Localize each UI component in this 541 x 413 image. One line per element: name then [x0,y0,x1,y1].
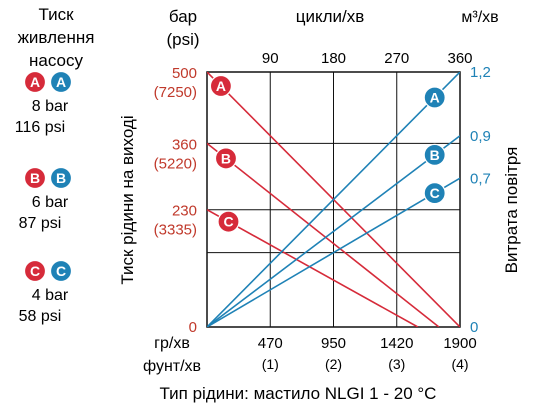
air-marker-c: C [423,182,446,205]
pressure-line-b [207,142,440,327]
air-line-c [207,177,460,327]
air-line-b [207,135,460,327]
legend-badge-blue-c: C [49,259,73,283]
right-tick-label: 0,7 [470,170,491,187]
bottom-tick-sublabel: (2) [325,356,342,372]
left-tick-label: 500 [172,65,197,82]
pressure-marker-b: B [214,147,238,170]
top-tick-label: 360 [447,50,472,67]
legend-title-line-1: Тиск [38,5,74,24]
bottom-tick-label: 1900 [443,335,476,352]
legend-badge-blue-b: B [49,166,73,190]
plot-frame [206,71,461,328]
legend-psi-value: 87 psi [19,215,62,232]
legend-badge-red-b-letter: B [30,170,40,186]
bottom-tick-sublabel: (3) [388,356,405,372]
legend-badge-blue-c-letter: C [56,263,66,279]
air-marker-b: B [423,143,446,166]
legend-badge-blue-a-letter: A [56,74,66,90]
left-tick-label: 360 [172,136,197,153]
left-tick-label: 230 [172,203,197,220]
right-tick-label: 0 [470,319,478,336]
bottom-tick-label: 470 [258,335,283,352]
legend-bar-value: 6 bar [32,194,69,211]
bottom-tick-sublabel: (4) [451,356,468,372]
air-line-a [207,72,460,327]
bottom-tick-label: 950 [321,335,346,352]
left-tick-sublabel: (7250) [154,84,197,101]
pressure-marker-b-letter: B [221,150,231,166]
pressure-line-c [207,209,419,327]
bottom-tick-label: 1420 [380,335,413,352]
legend-badge-red-b: B [23,166,47,190]
left-axis-unit-1: бар [169,7,197,26]
left-tick-sublabel: (5220) [154,155,197,172]
legend-badge-red-a: A [23,70,47,94]
legend-psi-value: 116 psi [15,119,65,136]
legend-badge-red-a-letter: A [30,74,40,90]
air-marker-c-letter: C [430,185,440,201]
legend-bar-value: 8 bar [32,98,69,115]
air-marker-a-letter: A [430,90,440,106]
pressure-marker-a: A [209,74,233,98]
pressure-marker-c-letter: C [223,214,233,230]
right-axis-label: Витрата повітря [502,147,521,274]
right-axis-unit: м³/хв [461,9,498,26]
legend-title-line-3: насосу [29,51,83,70]
legend-badge-red-c-letter: C [30,263,40,279]
top-tick-label: 180 [321,50,346,67]
left-tick-label: 0 [189,319,197,336]
top-tick-label: 270 [384,50,409,67]
legend-badge-blue-a: A [49,70,73,94]
left-tick-sublabel: (3335) [154,222,197,239]
legend: Тиск живлення насосу A A 8 bar 116 psi B B 6 b… [15,5,95,325]
pressure-marker-a-letter: A [216,78,226,94]
legend-badge-blue-b-letter: B [56,170,66,186]
left-axis-label: Тиск рідини на виході [118,115,137,284]
left-axis-unit-2: (psi) [166,30,199,49]
pressure-marker-c: C [217,210,240,233]
air-marker-a: A [423,86,446,109]
right-tick-label: 0,9 [470,128,491,145]
legend-psi-value: 58 psi [19,308,62,325]
bottom-tick-sublabel: (1) [262,356,279,372]
series-lines [207,72,460,327]
bottom-axis-unit-bottom: фунт/хв [143,358,201,375]
legend-bar-value: 4 bar [32,287,69,304]
bottom-axis-unit-top: гр/хв [154,335,190,352]
footer-fluid-type: Тип рідини: мастило NLGI 1 - 20 °C [160,384,437,403]
air-marker-b-letter: B [430,147,440,163]
right-tick-label: 1,2 [470,64,491,81]
legend-title-line-2: живлення [18,28,95,47]
top-axis-label: цикли/хв [296,7,365,26]
legend-badge-red-c: C [23,259,47,283]
top-tick-label: 90 [262,50,279,67]
